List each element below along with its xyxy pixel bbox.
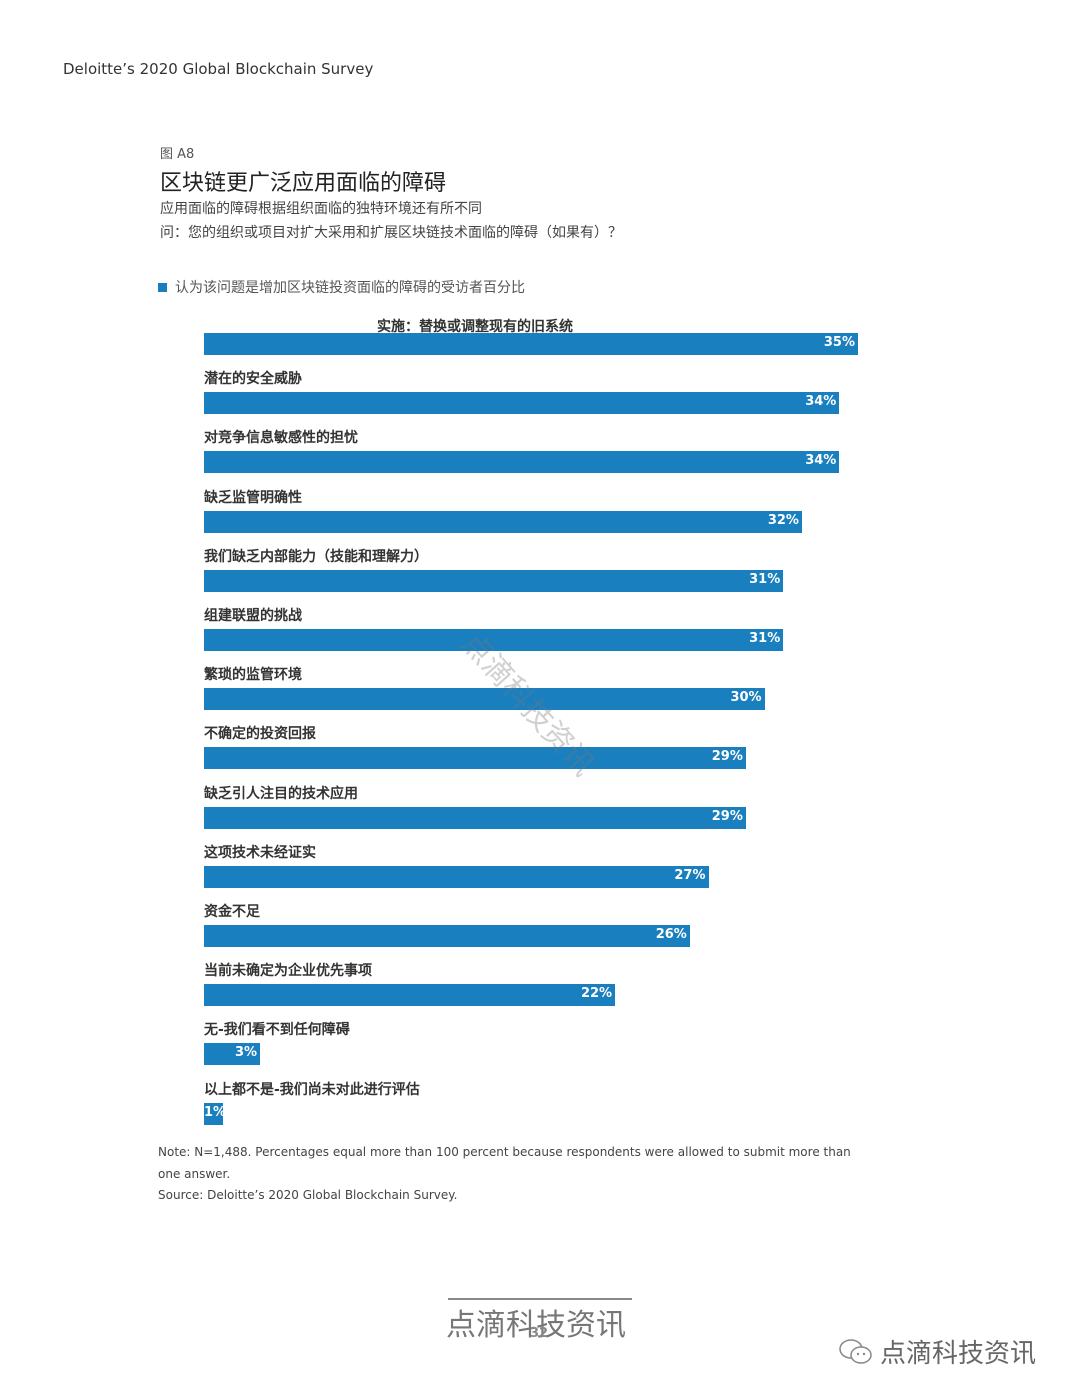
legend: 认为该问题是增加区块链投资面临的障碍的受访者百分比: [158, 277, 525, 297]
category-label: 缺乏引人注目的技术应用: [204, 785, 358, 802]
bar: 29%: [204, 806, 746, 829]
category-label: 实施：替换或调整现有的旧系统: [377, 319, 573, 335]
note: Note: N=1,488. Percentages equal more th…: [158, 1145, 851, 1159]
chart-subtitle: 应用面临的障碍根据组织面临的独特环境还有所不同: [160, 201, 482, 217]
bar: 3%: [204, 1043, 261, 1066]
footer-brand: 点滴科技资讯: [880, 1339, 1037, 1369]
category-label: 以上都不是-我们尚未对此进行评估: [204, 1081, 420, 1098]
category-label: 资金不足: [204, 904, 260, 920]
data-label: 34%: [805, 453, 837, 469]
footer-watermark: 点滴科技资讯: [446, 1308, 626, 1343]
legend-label: 认为该问题是增加区块链投资面临的障碍的受访者百分比: [175, 280, 525, 296]
wechat-brand: 点滴科技资讯: [838, 1333, 1036, 1370]
data-label: 22%: [580, 986, 613, 1002]
category-label: 组建联盟的挑战: [204, 608, 302, 624]
category-label: 这项技术未经证实: [204, 844, 316, 861]
bar: 22%: [204, 984, 616, 1007]
data-label: 30%: [730, 690, 762, 706]
category-label: 对竞争信息敏感性的担忧: [204, 430, 358, 447]
data-label: 35%: [823, 335, 855, 350]
data-label: 31%: [749, 571, 781, 587]
data-label: 26%: [655, 927, 687, 942]
figure-number: 图 A8: [160, 147, 195, 162]
data-label: 31%: [749, 631, 781, 646]
data-label: 27%: [674, 867, 706, 883]
page-number: 32: [530, 1326, 549, 1341]
running-header: Deloitte’s 2020 Global Blockchain Survey: [63, 60, 374, 78]
data-label: 29%: [711, 808, 743, 824]
bar: 30%: [204, 688, 765, 711]
data-label: 3%: [234, 1045, 258, 1061]
legend-swatch: [158, 282, 167, 292]
bar: 1%: [204, 1102, 227, 1125]
category-label: 我们缺乏内部能力（技能和理解力）: [204, 548, 428, 565]
bar: 31%: [204, 629, 784, 651]
bar: 34%: [204, 451, 840, 474]
bar: 29%: [204, 747, 746, 770]
bar: 32%: [204, 510, 802, 533]
footer-divider: [448, 1298, 632, 1300]
data-label: 29%: [711, 749, 743, 765]
category-label: 繁琐的监管环境: [204, 667, 302, 684]
category-label: 当前未确定为企业优先事项: [204, 963, 372, 980]
chart-title: 区块链更广泛应用面临的障碍: [160, 171, 447, 196]
bar: 26%: [204, 925, 690, 947]
data-label: 32%: [767, 512, 799, 528]
category-label: 不确定的投资回报: [204, 726, 316, 743]
bar: 35%: [204, 333, 858, 355]
bar: 31%: [204, 569, 784, 592]
wechat-icon: [839, 1338, 872, 1364]
bar: 34%: [204, 392, 840, 415]
note-continued: one answer.: [158, 1167, 231, 1181]
data-label: 34%: [805, 394, 837, 410]
category-label: 缺乏监管明确性: [204, 489, 302, 506]
survey-question: 问：您的组织或项目对扩大采用和扩展区块链技术面临的障碍（如果有）？: [160, 225, 622, 241]
bar: 27%: [204, 865, 709, 888]
source: Source: Deloitte’s 2020 Global Blockchai…: [158, 1188, 458, 1202]
category-label: 潜在的安全威胁: [204, 371, 302, 388]
data-label: 1%: [204, 1104, 227, 1120]
category-label: 无-我们看不到任何障碍: [204, 1022, 350, 1039]
